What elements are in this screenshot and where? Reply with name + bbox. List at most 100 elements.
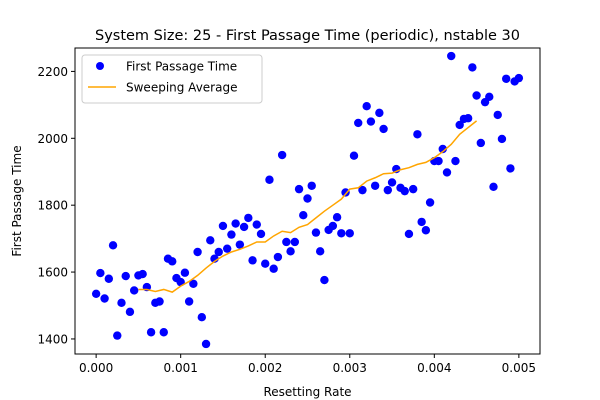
x-tick-label: 0.001 (164, 361, 198, 375)
data-point (96, 268, 105, 278)
legend-label-fpt: First Passage Time (126, 60, 237, 74)
y-axis-label: First Passage Time (10, 145, 24, 256)
data-point (125, 307, 135, 317)
data-point (345, 229, 354, 238)
data-point (155, 297, 164, 306)
data-point (121, 271, 130, 281)
data-point (180, 268, 190, 277)
data-point (222, 244, 232, 253)
data-point (332, 213, 342, 222)
data-point (282, 237, 291, 247)
data-point (252, 220, 261, 229)
data-point (311, 228, 321, 237)
data-point (218, 221, 228, 231)
y-tick-label: 2200 (37, 65, 68, 79)
data-point (129, 286, 139, 295)
data-point (184, 297, 194, 306)
data-point (104, 274, 114, 283)
data-point (463, 114, 473, 123)
data-point (362, 101, 371, 111)
sweeping-average-line (138, 120, 478, 293)
data-point (277, 150, 287, 160)
data-point (472, 91, 481, 100)
y-axis: 1400 1600 1800 2000 2200 (37, 65, 75, 346)
x-tick-label: 0.003 (333, 361, 367, 375)
data-point (501, 74, 511, 83)
data-point (244, 213, 253, 223)
data-point (261, 259, 270, 268)
data-point (239, 222, 249, 232)
y-tick-label: 1800 (37, 199, 68, 213)
data-point (299, 211, 308, 220)
plot-area (91, 51, 524, 349)
data-point (193, 247, 202, 257)
data-point (468, 63, 477, 72)
data-point (248, 256, 257, 265)
plot-frame (74, 47, 541, 355)
data-point (413, 130, 422, 139)
x-axis-label: Resetting Rate (263, 385, 351, 399)
data-point (320, 275, 329, 285)
data-point (506, 164, 515, 173)
data-point (294, 184, 304, 194)
data-point (408, 184, 418, 194)
data-point (337, 229, 346, 238)
x-tick-label: 0.002 (248, 361, 282, 375)
data-point (214, 247, 223, 257)
data-point (328, 221, 338, 231)
data-point (231, 219, 240, 228)
data-point (451, 156, 460, 166)
data-point (404, 229, 414, 239)
data-point (315, 247, 325, 256)
data-point (227, 230, 236, 239)
x-tick-label: 0.005 (502, 361, 536, 375)
data-point (108, 241, 118, 250)
data-point (159, 328, 168, 337)
x-tick-label: 0.004 (417, 361, 451, 375)
data-point (100, 294, 109, 303)
data-point (349, 151, 359, 160)
data-point (197, 313, 207, 322)
data-point (442, 168, 452, 177)
data-point (256, 229, 266, 239)
y-tick-label: 2000 (37, 132, 68, 146)
data-point (138, 269, 147, 279)
data-point (358, 185, 367, 195)
data-point (370, 181, 380, 190)
data-point (434, 156, 443, 166)
data-point (366, 117, 376, 126)
data-point (273, 252, 283, 262)
legend-marker-fpt (96, 62, 104, 70)
data-point (117, 298, 126, 308)
legend: First Passage Time Sweeping Average (81, 54, 263, 104)
data-point (425, 198, 435, 207)
data-point (201, 339, 211, 349)
data-point (286, 247, 295, 256)
data-point (489, 182, 498, 191)
legend-label-average: Sweeping Average (126, 81, 237, 95)
data-point (485, 92, 494, 102)
y-tick-label: 1400 (37, 332, 68, 346)
x-axis: 0.000 0.001 0.002 0.003 0.004 0.005 (79, 354, 536, 375)
data-point (497, 134, 507, 144)
data-point (146, 328, 156, 337)
y-tick-label: 1600 (37, 266, 68, 280)
data-point (387, 178, 397, 187)
data-point (206, 236, 215, 245)
data-point (375, 108, 384, 118)
data-point (168, 257, 177, 266)
data-point (113, 331, 122, 340)
legend-box (81, 54, 263, 104)
data-point (269, 264, 278, 273)
data-point (514, 73, 524, 83)
data-point (400, 186, 409, 196)
data-point (455, 120, 464, 130)
data-point (265, 175, 274, 184)
data-point (354, 118, 363, 128)
data-point (189, 279, 198, 288)
x-tick-label: 0.000 (79, 361, 113, 375)
data-point (341, 188, 350, 197)
data-point (421, 226, 431, 235)
data-point (438, 144, 447, 154)
